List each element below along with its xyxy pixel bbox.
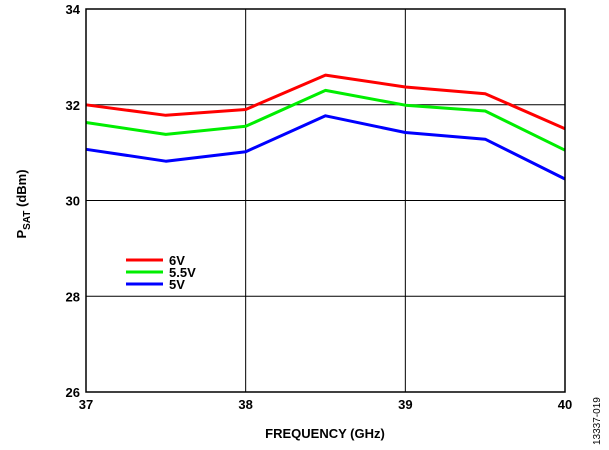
series-line-0 (85, 73, 566, 131)
legend-label: 5V (169, 277, 185, 292)
figure-id: 13337-019 (592, 397, 603, 445)
y-tick-label: 32 (66, 98, 80, 113)
y-tick-label: 30 (66, 194, 80, 209)
y-axis-title: PSAT (dBm) (14, 169, 33, 238)
tick-labels: 37 38 39 40 26 28 30 32 34 (66, 2, 573, 412)
series-lines (85, 73, 566, 181)
series-line-2 (85, 114, 566, 181)
y-axis-title-rest: (dBm) (14, 169, 29, 210)
x-tick-label: 40 (558, 397, 572, 412)
plot-frame (85, 8, 566, 393)
y-tick-label: 26 (66, 385, 80, 400)
y-axis-title-subscript: SAT (22, 211, 33, 230)
y-tick-label: 34 (66, 2, 81, 17)
x-tick-label: 37 (79, 397, 93, 412)
legend-label: 6V (169, 253, 185, 268)
y-axis-title-base: P (14, 230, 29, 239)
y-tick-label: 28 (66, 289, 80, 304)
grid-lines (86, 9, 565, 392)
legend-label: 5.5V (169, 265, 196, 280)
series-line-1 (85, 88, 566, 152)
x-tick-label: 39 (398, 397, 412, 412)
x-axis-title: FREQUENCY (GHz) (265, 426, 385, 441)
x-tick-label: 38 (238, 397, 252, 412)
